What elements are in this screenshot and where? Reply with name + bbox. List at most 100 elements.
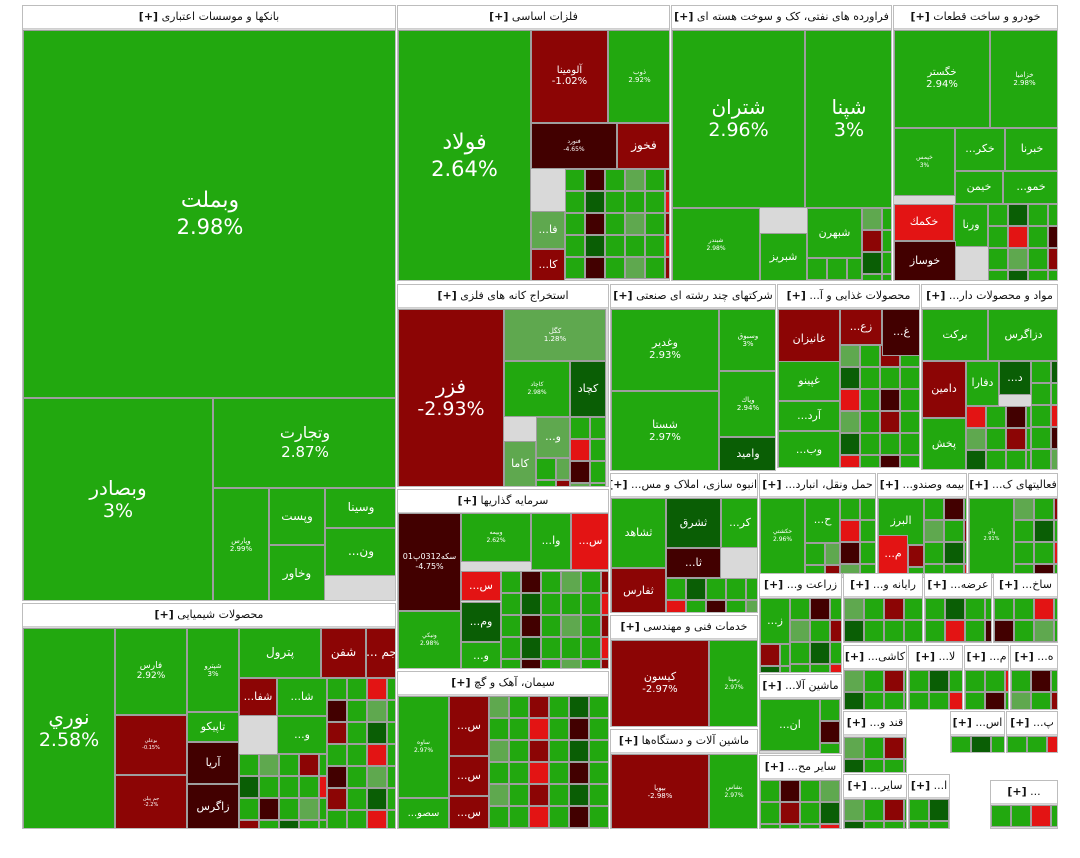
stock-tile[interactable]: [790, 642, 810, 664]
stock-tile[interactable]: [840, 520, 860, 542]
stock-tile[interactable]: [1006, 450, 1026, 469]
stock-tile[interactable]: [965, 670, 985, 692]
sector-title[interactable]: قند و... [+]: [844, 712, 906, 735]
stock-tile[interactable]: [605, 169, 625, 191]
stock-tile[interactable]: [880, 455, 900, 467]
stock-tile[interactable]: وغدير 2.93%: [611, 309, 719, 391]
stock-tile[interactable]: [864, 821, 884, 828]
stock-tile[interactable]: آلومينا -1.02%: [531, 30, 608, 123]
stock-tile[interactable]: وسبوق 3%: [719, 309, 775, 371]
stock-tile[interactable]: [1054, 542, 1057, 564]
stock-tile[interactable]: [991, 805, 1011, 827]
stock-tile[interactable]: وپاك 2.94%: [719, 371, 775, 437]
stock-tile[interactable]: [964, 498, 966, 520]
stock-tile[interactable]: [1027, 736, 1047, 752]
stock-tile[interactable]: [570, 417, 590, 439]
stock-tile[interactable]: [929, 670, 949, 692]
stock-tile[interactable]: فارس 2.92%: [115, 628, 187, 715]
stock-tile[interactable]: رمپنا 2.97%: [709, 640, 757, 726]
stock-tile[interactable]: ...سصو: [398, 798, 449, 828]
stock-tile[interactable]: [862, 208, 882, 230]
stock-tile[interactable]: [860, 455, 880, 467]
stock-tile[interactable]: [570, 483, 590, 486]
stock-tile[interactable]: [966, 406, 986, 428]
stock-tile[interactable]: خيمن: [955, 171, 1003, 204]
stock-tile[interactable]: [367, 810, 387, 828]
stock-tile[interactable]: فنورد -4.65%: [531, 123, 617, 169]
expand-button[interactable]: [+]: [154, 608, 174, 621]
stock-tile[interactable]: [549, 696, 569, 718]
stock-tile[interactable]: [590, 439, 606, 461]
stock-tile[interactable]: ...س: [449, 696, 489, 756]
stock-tile[interactable]: [581, 571, 601, 593]
stock-tile[interactable]: شستا 2.97%: [611, 391, 719, 470]
stock-tile[interactable]: [1011, 670, 1031, 692]
stock-tile[interactable]: [1048, 226, 1057, 248]
stock-tile[interactable]: پخش: [922, 418, 966, 469]
stock-tile[interactable]: [844, 799, 864, 821]
sector-title[interactable]: لا... [+]: [909, 646, 962, 669]
stock-tile[interactable]: ...و: [277, 716, 327, 754]
expand-button[interactable]: [+]: [451, 676, 471, 689]
stock-tile[interactable]: [800, 802, 820, 824]
stock-tile[interactable]: [665, 169, 669, 191]
stock-tile[interactable]: [1051, 383, 1057, 405]
stock-tile[interactable]: [645, 191, 665, 213]
stock-tile[interactable]: [840, 498, 860, 520]
stock-tile[interactable]: [561, 637, 581, 659]
stock-tile[interactable]: [844, 670, 864, 692]
stock-tile[interactable]: [884, 821, 904, 828]
stock-tile[interactable]: [1031, 805, 1051, 827]
stock-tile[interactable]: [569, 784, 589, 806]
stock-tile[interactable]: [864, 692, 884, 709]
stock-tile[interactable]: [589, 696, 608, 718]
stock-tile[interactable]: [585, 169, 605, 191]
stock-tile[interactable]: [509, 718, 529, 740]
stock-tile[interactable]: شبهرن: [807, 208, 862, 258]
stock-tile[interactable]: [706, 578, 726, 600]
stock-tile[interactable]: ...ون: [325, 528, 395, 576]
stock-tile[interactable]: [509, 762, 529, 784]
stock-tile[interactable]: [925, 598, 945, 620]
sector-title[interactable]: ماشین آلات و دستگاه‌ها [+]: [611, 730, 757, 753]
stock-tile[interactable]: [1031, 692, 1051, 709]
stock-tile[interactable]: [327, 810, 347, 828]
sector-title[interactable]: رایانه و... [+]: [844, 574, 922, 597]
stock-tile[interactable]: [1034, 520, 1054, 542]
stock-tile[interactable]: [239, 798, 259, 820]
stock-tile[interactable]: [259, 820, 279, 828]
stock-tile[interactable]: [966, 450, 986, 469]
stock-tile[interactable]: [944, 498, 964, 520]
stock-tile[interactable]: [509, 806, 529, 828]
stock-tile[interactable]: [1008, 248, 1028, 270]
stock-tile[interactable]: [589, 718, 608, 740]
stock-tile[interactable]: [645, 169, 665, 191]
stock-tile[interactable]: [279, 754, 299, 776]
stock-tile[interactable]: [541, 659, 561, 668]
stock-tile[interactable]: [387, 700, 395, 722]
stock-tile[interactable]: [1006, 406, 1026, 428]
sector-title[interactable]: ماشین آلا... [+]: [760, 675, 841, 698]
stock-tile[interactable]: وآي 2.91%: [969, 498, 1014, 574]
stock-tile[interactable]: [807, 258, 827, 280]
sector-title[interactable]: خدمات فنی و مهندسی [+]: [611, 616, 757, 639]
stock-tile[interactable]: [860, 367, 880, 389]
stock-tile[interactable]: [820, 699, 840, 721]
stock-tile[interactable]: [820, 824, 840, 828]
stock-tile[interactable]: [860, 520, 875, 542]
stock-tile[interactable]: [549, 718, 569, 740]
stock-tile[interactable]: [844, 759, 864, 772]
stock-tile[interactable]: [501, 593, 521, 615]
stock-tile[interactable]: [810, 598, 830, 620]
stock-tile[interactable]: [971, 736, 991, 752]
expand-button[interactable]: [+]: [786, 289, 806, 302]
sector-title[interactable]: زراعت و... [+]: [760, 574, 841, 597]
stock-tile[interactable]: [541, 637, 561, 659]
stock-tile[interactable]: برکت: [922, 309, 988, 361]
stock-tile[interactable]: [884, 737, 904, 759]
sector-title[interactable]: سایر مح... [+]: [760, 756, 841, 779]
stock-tile[interactable]: [780, 644, 790, 666]
sector-title[interactable]: حمل ونقل، انبارد... [+]: [760, 474, 875, 497]
stock-tile[interactable]: [986, 450, 1006, 469]
stock-tile[interactable]: [347, 722, 367, 744]
